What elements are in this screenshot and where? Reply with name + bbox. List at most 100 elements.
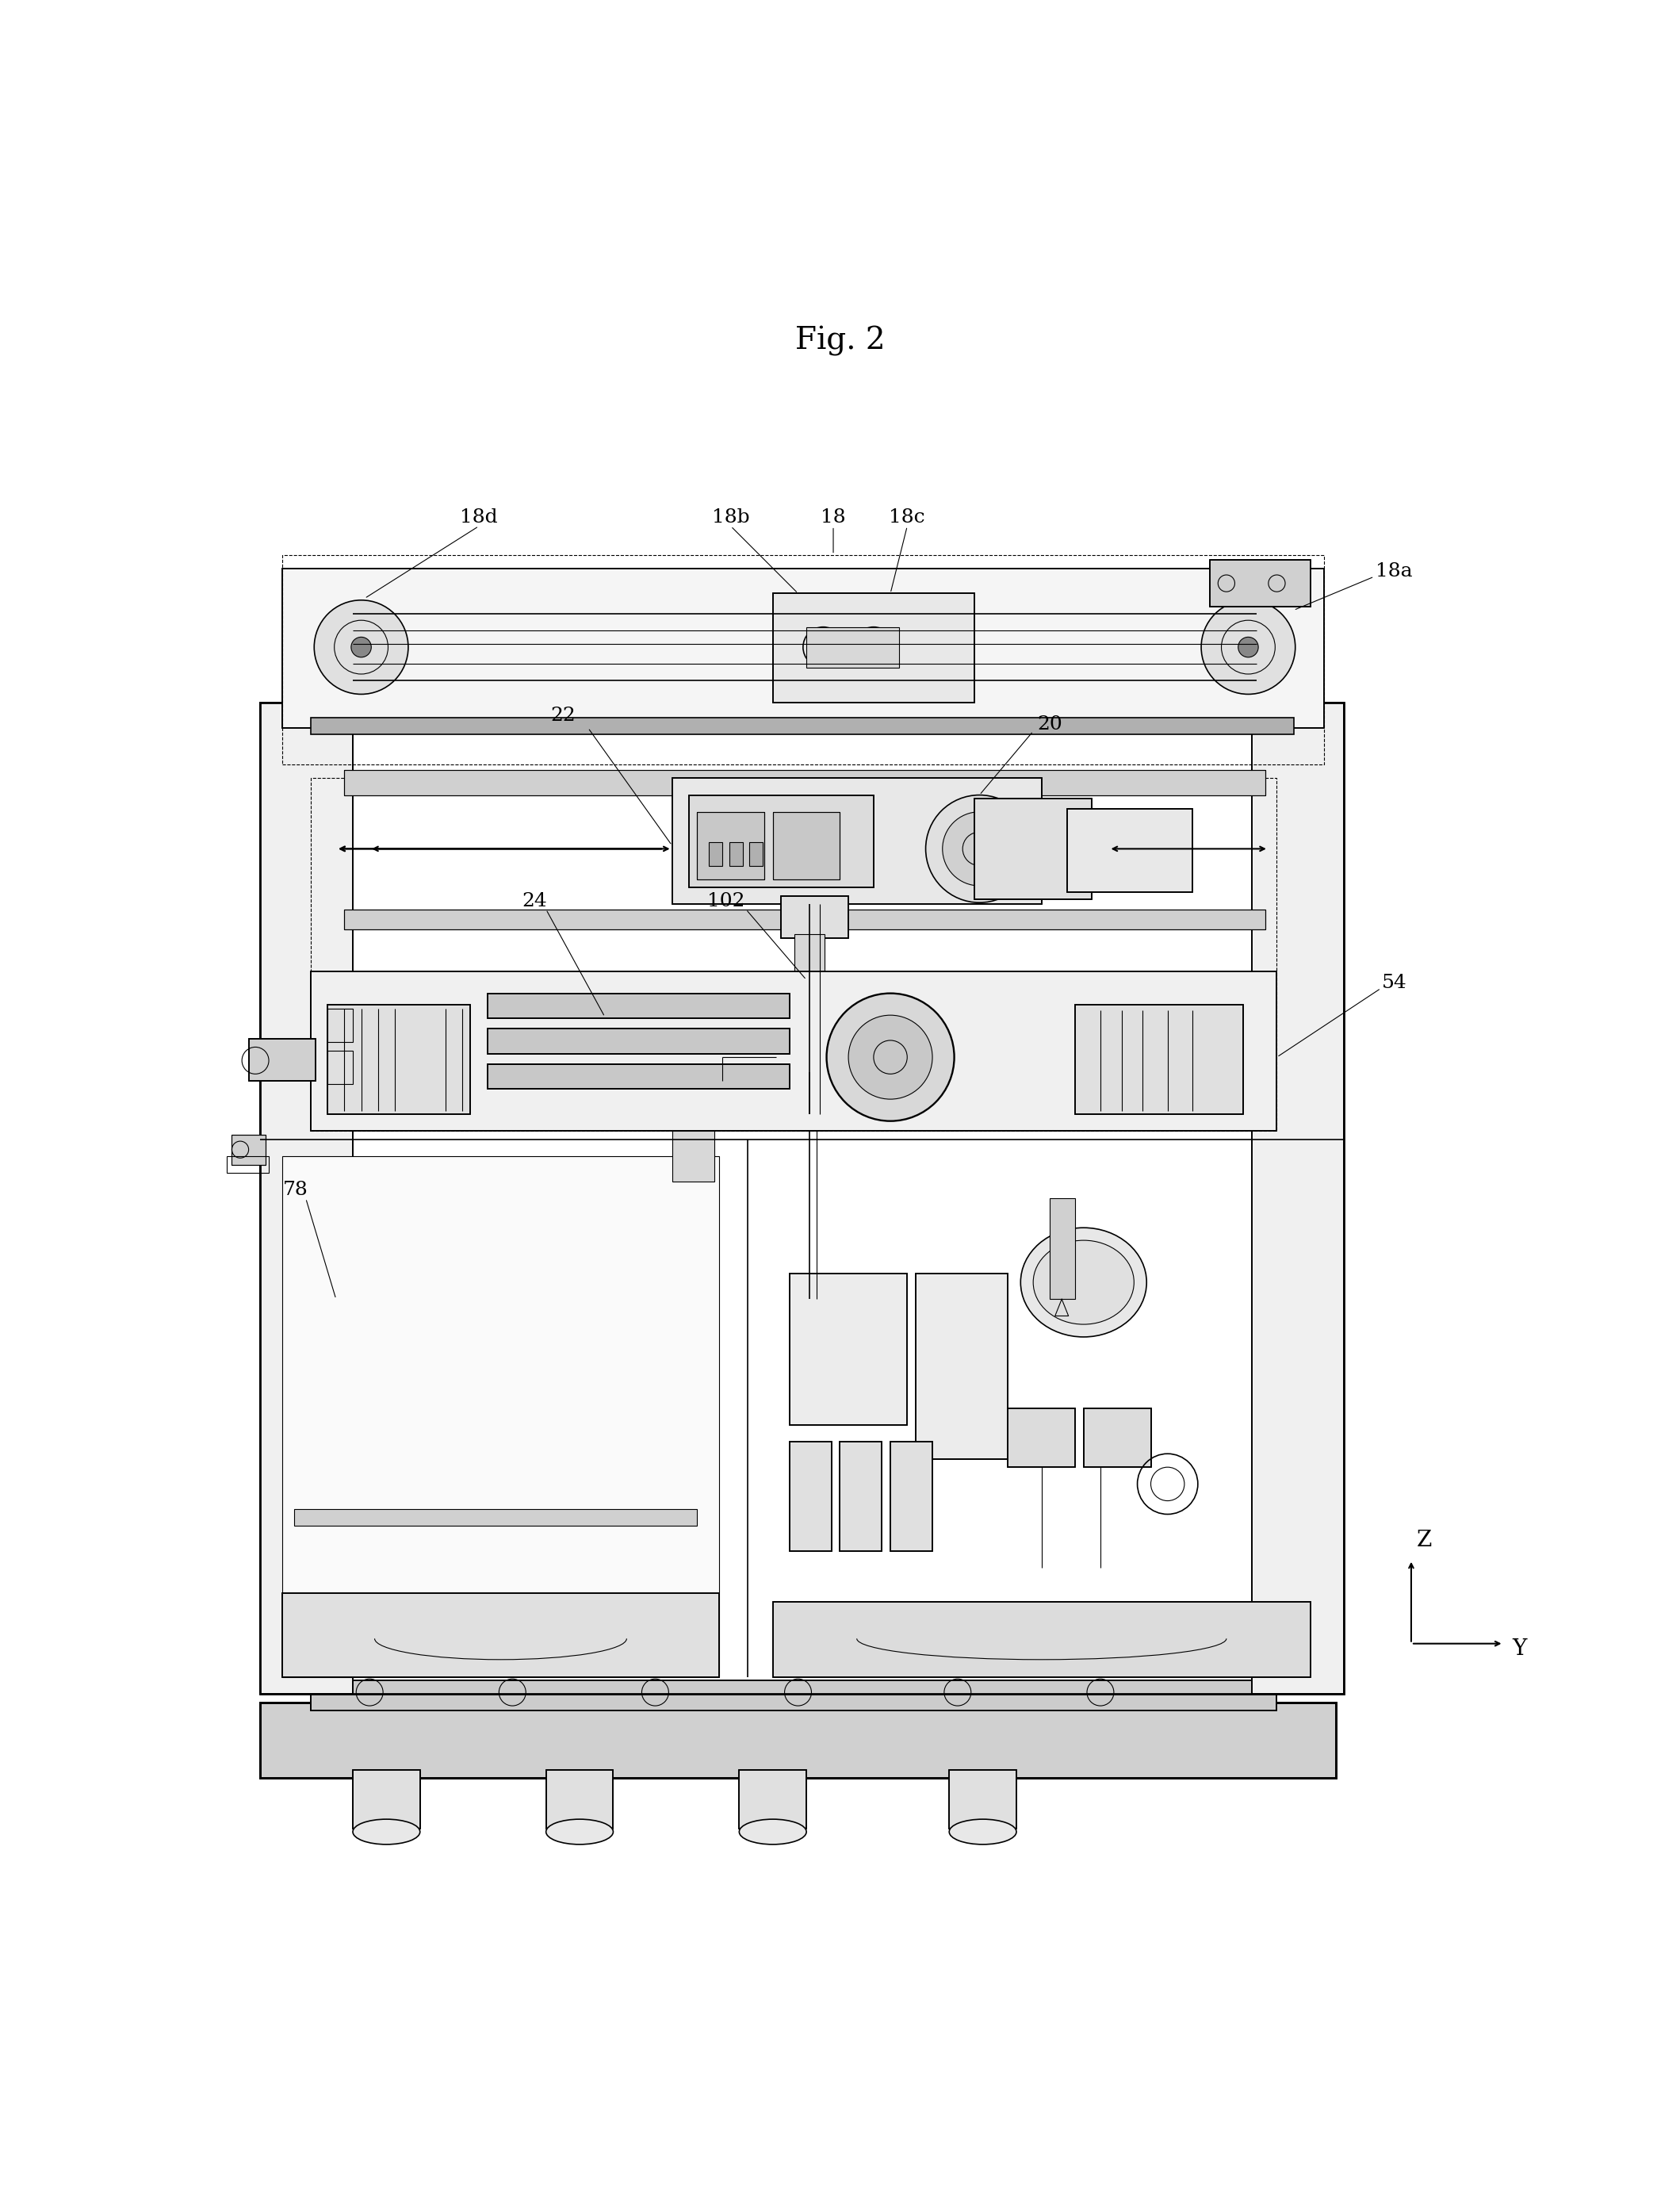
- Bar: [344, 909, 1265, 928]
- Bar: [739, 1769, 806, 1828]
- Bar: [776, 1036, 830, 1073]
- Bar: [1067, 808, 1193, 893]
- Bar: [840, 1442, 882, 1552]
- Bar: [487, 994, 790, 1018]
- Bar: [773, 1602, 1310, 1677]
- Bar: [294, 1510, 697, 1526]
- Bar: [739, 1769, 806, 1828]
- Bar: [689, 795, 874, 887]
- Bar: [487, 1065, 790, 1089]
- Circle shape: [1201, 599, 1295, 694]
- Bar: [282, 569, 1324, 729]
- Bar: [1084, 1409, 1151, 1466]
- Bar: [260, 1703, 1336, 1778]
- Circle shape: [926, 795, 1033, 902]
- Bar: [916, 1273, 1008, 1460]
- Bar: [344, 770, 1265, 795]
- Bar: [227, 1157, 269, 1172]
- Text: 18b: 18b: [712, 509, 749, 527]
- Text: 18d: 18d: [460, 509, 497, 527]
- Bar: [311, 1681, 1277, 1710]
- Text: 18c: 18c: [889, 509, 926, 527]
- Bar: [260, 702, 353, 1695]
- Bar: [790, 1273, 907, 1425]
- Text: Fig. 2: Fig. 2: [795, 327, 885, 356]
- Ellipse shape: [949, 1820, 1016, 1844]
- Bar: [260, 702, 353, 1695]
- Bar: [1252, 702, 1344, 1695]
- Text: Z: Z: [1416, 1530, 1433, 1552]
- Bar: [311, 779, 1277, 972]
- Text: 78: 78: [284, 1181, 307, 1198]
- Bar: [260, 702, 1344, 1695]
- Bar: [487, 1065, 790, 1089]
- Bar: [1210, 560, 1310, 606]
- Bar: [249, 1038, 316, 1080]
- Text: Y: Y: [1512, 1637, 1527, 1659]
- Bar: [949, 1769, 1016, 1828]
- Bar: [328, 1051, 353, 1084]
- Ellipse shape: [1020, 1227, 1146, 1337]
- Ellipse shape: [739, 1820, 806, 1844]
- Bar: [311, 972, 1277, 1130]
- Bar: [749, 843, 763, 865]
- Bar: [790, 1442, 832, 1552]
- Bar: [353, 1769, 420, 1828]
- Bar: [790, 1005, 830, 1038]
- Bar: [949, 1769, 1016, 1828]
- Ellipse shape: [1033, 1240, 1134, 1324]
- Bar: [773, 593, 974, 702]
- Text: 102: 102: [707, 891, 744, 911]
- Bar: [282, 1594, 719, 1677]
- Circle shape: [827, 994, 954, 1122]
- Bar: [282, 569, 1324, 729]
- Circle shape: [1238, 637, 1258, 656]
- Bar: [1075, 1005, 1243, 1115]
- Bar: [311, 972, 1277, 1130]
- Bar: [282, 555, 1324, 764]
- Bar: [974, 799, 1092, 900]
- Text: 18a: 18a: [1376, 562, 1413, 582]
- Bar: [311, 718, 1294, 735]
- Bar: [773, 593, 974, 702]
- Bar: [232, 1135, 265, 1166]
- Circle shape: [942, 812, 1016, 887]
- Bar: [806, 628, 899, 667]
- Bar: [709, 843, 722, 865]
- Bar: [974, 799, 1092, 900]
- Bar: [697, 812, 764, 878]
- Bar: [344, 909, 1265, 928]
- Bar: [776, 1036, 830, 1073]
- Bar: [282, 1594, 719, 1677]
- Circle shape: [351, 637, 371, 656]
- Bar: [232, 1135, 265, 1166]
- Bar: [916, 1273, 1008, 1460]
- Bar: [890, 1442, 932, 1552]
- Bar: [1252, 702, 1344, 1695]
- Bar: [795, 975, 825, 1005]
- Bar: [260, 1703, 1336, 1778]
- Bar: [689, 795, 874, 887]
- Circle shape: [848, 1014, 932, 1100]
- Bar: [353, 1769, 420, 1828]
- Bar: [282, 1157, 719, 1677]
- Bar: [487, 1029, 790, 1054]
- Text: 22: 22: [551, 707, 575, 724]
- Ellipse shape: [353, 1820, 420, 1844]
- Bar: [795, 935, 825, 972]
- Bar: [311, 1681, 1277, 1710]
- Bar: [546, 1769, 613, 1828]
- Bar: [773, 812, 840, 878]
- Bar: [546, 1769, 613, 1828]
- Bar: [697, 812, 764, 878]
- Bar: [344, 770, 1265, 795]
- Bar: [1050, 1198, 1075, 1299]
- Text: 24: 24: [522, 891, 546, 911]
- Bar: [311, 972, 1277, 1130]
- Bar: [1008, 1409, 1075, 1466]
- Bar: [328, 1005, 470, 1115]
- Bar: [840, 1442, 882, 1552]
- Bar: [672, 779, 1042, 904]
- Circle shape: [314, 599, 408, 694]
- Bar: [1084, 1409, 1151, 1466]
